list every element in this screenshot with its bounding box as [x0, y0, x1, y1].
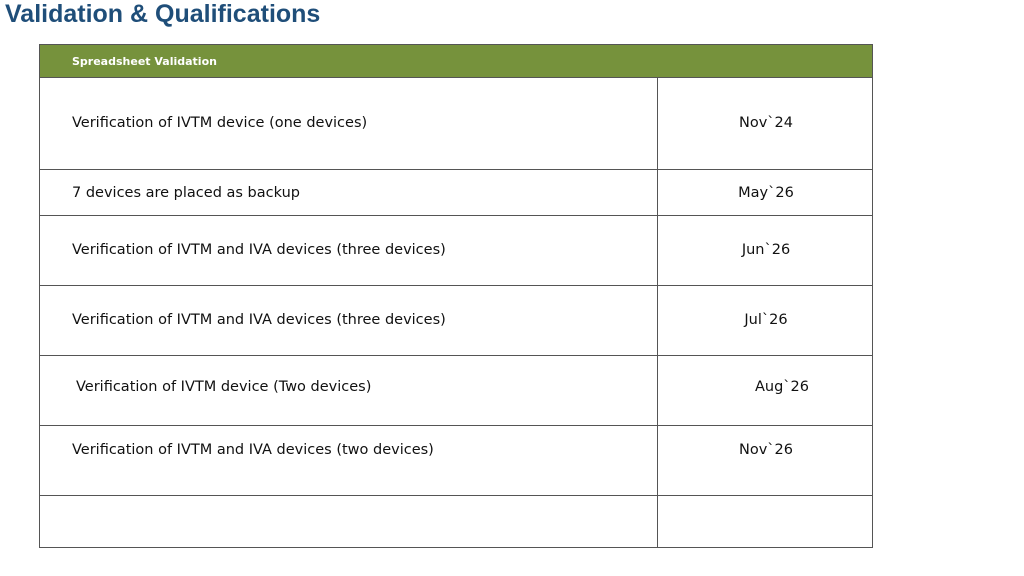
row-date: Jun`26 — [741, 242, 791, 258]
table-row: 7 devices are placed as backup May`26 — [40, 170, 872, 216]
row-description: Verification of IVTM and IVA devices (th… — [72, 312, 446, 328]
page-title: Validation & Qualifications — [5, 0, 321, 28]
table-row: Verification of IVTM device (one devices… — [40, 78, 872, 170]
table-row-empty — [40, 496, 872, 548]
row-date: Aug`26 — [754, 379, 809, 395]
row-date: Nov`24 — [739, 115, 793, 131]
table-header-label: Spreadsheet Validation — [72, 55, 217, 68]
table-row: Verification of IVTM device (Two devices… — [40, 356, 872, 426]
validation-table: Spreadsheet Validation Verification of I… — [39, 44, 873, 548]
row-date: Nov`26 — [739, 442, 793, 458]
row-date: May`26 — [738, 185, 794, 201]
row-date: Jul`26 — [744, 312, 788, 328]
table-row: Verification of IVTM and IVA devices (tw… — [40, 426, 872, 496]
row-description: Verification of IVTM and IVA devices (tw… — [72, 442, 434, 458]
row-description: Verification of IVTM device (Two devices… — [76, 379, 372, 395]
row-description: 7 devices are placed as backup — [72, 185, 300, 201]
table-header: Spreadsheet Validation — [40, 45, 872, 78]
table-row: Verification of IVTM and IVA devices (th… — [40, 216, 872, 286]
row-description: Verification of IVTM and IVA devices (th… — [72, 242, 446, 258]
row-description: Verification of IVTM device (one devices… — [72, 115, 368, 131]
table-row: Verification of IVTM and IVA devices (th… — [40, 286, 872, 356]
